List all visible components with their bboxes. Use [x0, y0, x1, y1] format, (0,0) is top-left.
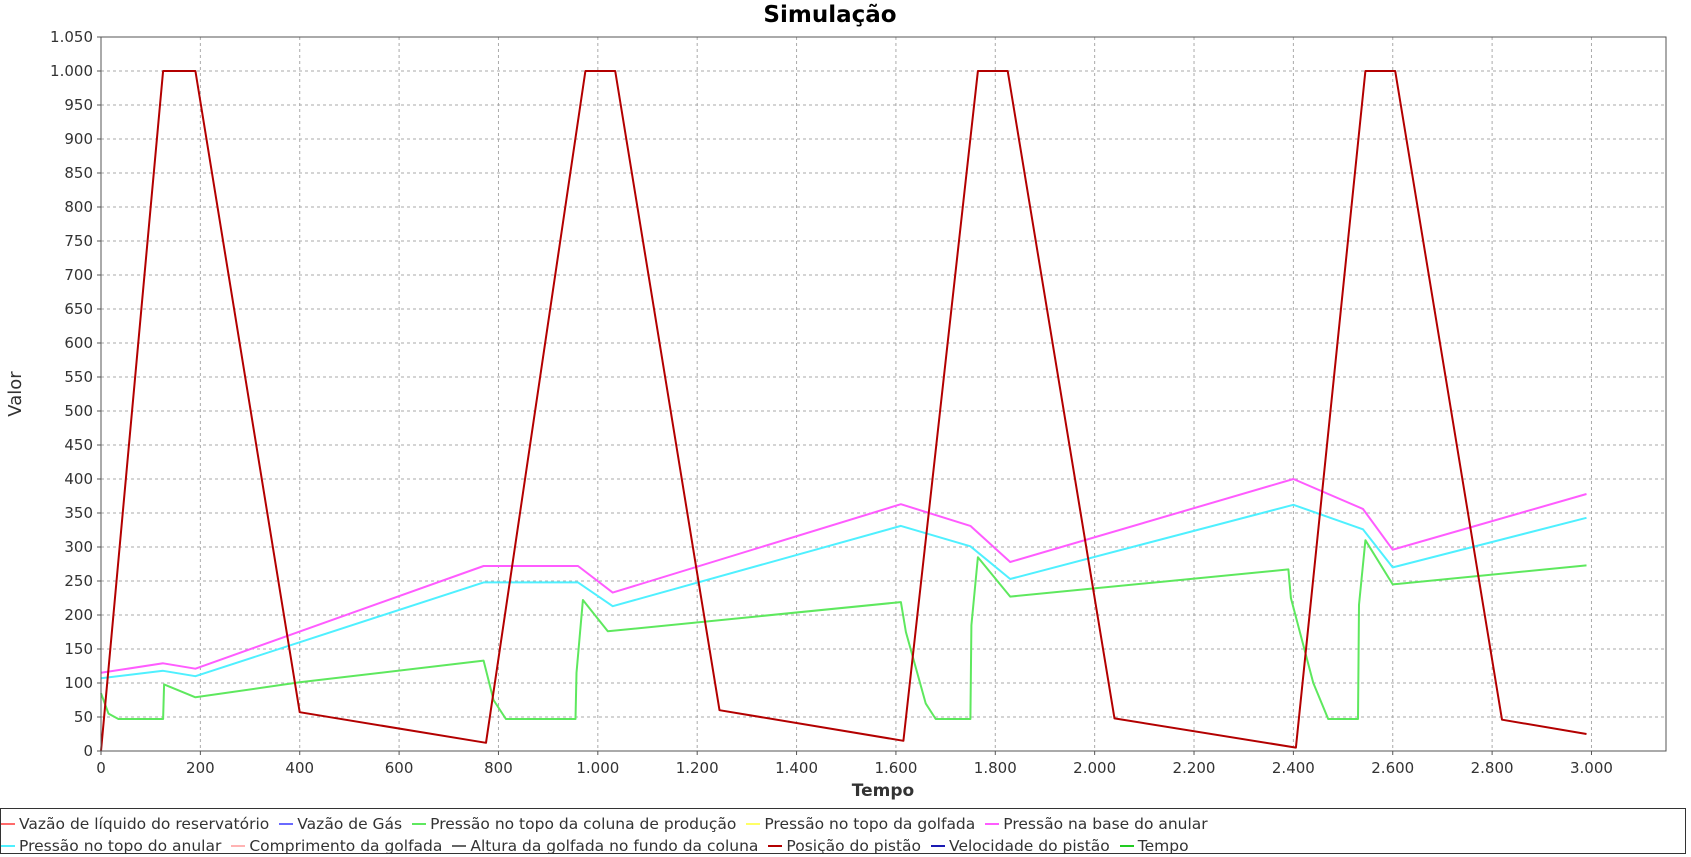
y-tick-label: 50: [74, 708, 93, 726]
x-tick-label: 200: [186, 759, 215, 777]
legend-item: Vazão de líquido do reservatório: [1, 814, 269, 835]
x-tick-label: 3.000: [1570, 759, 1613, 777]
legend-label: Comprimento da golfada: [249, 836, 443, 855]
series-line-posicao-do-pistao: [100, 70, 1587, 752]
line-chart: Simulação 0 200 400 600 800 1.000 1.200 1.400 1.…: [5, 2, 1667, 801]
legend-swatch: [746, 823, 761, 825]
legend-label: Pressão na base do anular: [1003, 814, 1208, 833]
x-tick-label: 2.000: [1073, 759, 1116, 777]
legend-item: Pressão no topo do anular: [1, 836, 221, 857]
y-tick-label: 350: [64, 504, 93, 522]
legend-label: Velocidade do pistão: [949, 836, 1110, 855]
chart-title: Simulação: [763, 2, 896, 28]
legend-swatch: [279, 823, 294, 825]
legend-item: Comprimento da golfada: [231, 836, 442, 857]
x-tick-label: 1.000: [576, 759, 619, 777]
plot-area: [100, 36, 1667, 752]
legend-swatch: [931, 845, 946, 847]
x-tick-label: 800: [484, 759, 513, 777]
legend-swatch: [412, 823, 427, 825]
y-tick-label: 700: [64, 266, 93, 284]
series-line-pressao-na-base-do-anular: [100, 478, 1587, 674]
x-tick-label: 0: [96, 759, 106, 777]
x-axis: 0 200 400 600 800 1.000 1.200 1.400 1.600 1.800 2.…: [96, 751, 1613, 777]
series-lines: [100, 70, 1587, 752]
legend-row: Vazão de líquido do reservatório Vazão de…: [1, 810, 1218, 833]
legend-item: Pressão no topo da golfada: [746, 814, 975, 835]
y-tick-label: 200: [64, 606, 93, 624]
legend-item: Pressão no topo da coluna de produção: [412, 814, 736, 835]
legend-swatch: [1, 823, 15, 825]
y-tick-label: 250: [64, 572, 93, 590]
legend-swatch: [768, 845, 783, 847]
legend-item: Pressão na base do anular: [985, 814, 1208, 835]
x-tick-label: 2.200: [1173, 759, 1216, 777]
legend-label: Posição do pistão: [786, 836, 922, 855]
y-tick-label: 550: [64, 368, 93, 386]
y-tick-label: 950: [64, 96, 93, 114]
legend-swatch: [1119, 845, 1134, 847]
legend-label: Altura da golfada no fundo da coluna: [470, 836, 759, 855]
legend-row: Pressão no topo do anular Comprimento da …: [1, 832, 1199, 855]
x-tick-label: 2.400: [1272, 759, 1315, 777]
series-line-pressao-no-topo-do-anular: [100, 503, 1587, 680]
y-tick-label: 750: [64, 232, 93, 250]
series-line-pressao-no-topo-da-coluna-de-producao: [100, 539, 1587, 720]
legend-swatch: [231, 845, 246, 847]
y-tick-label: 800: [64, 198, 93, 216]
legend-label: Pressão no topo da coluna de produção: [430, 814, 737, 833]
legend-swatch: [985, 823, 1000, 825]
y-tick-label: 0: [83, 742, 93, 760]
x-tick-label: 1.200: [676, 759, 719, 777]
y-tick-label: 600: [64, 334, 93, 352]
legend-item: Tempo: [1119, 836, 1189, 857]
x-tick-label: 2.600: [1371, 759, 1414, 777]
legend-label: Vazão de líquido do reservatório: [19, 814, 270, 833]
y-axis: 0 50 100 150 200 250 300 350 400 450 500 550 600 650 7…: [50, 28, 101, 760]
y-tick-label: 1.050: [50, 28, 93, 46]
y-tick-label: 100: [64, 674, 93, 692]
y-tick-label: 900: [64, 130, 93, 148]
legend: Vazão de líquido do reservatório Vazão de…: [0, 808, 1686, 855]
y-tick-label: 650: [64, 300, 93, 318]
y-tick-label: 150: [64, 640, 93, 658]
x-tick-label: 1.600: [874, 759, 917, 777]
y-tick-label: 300: [64, 538, 93, 556]
legend-item: Velocidade do pistão: [931, 836, 1110, 857]
grid: [100, 36, 1666, 752]
x-tick-label: 1.400: [775, 759, 818, 777]
legend-label: Tempo: [1137, 836, 1189, 855]
x-tick-label: 1.800: [974, 759, 1017, 777]
legend-label: Pressão no topo do anular: [19, 836, 222, 855]
x-tick-label: 400: [285, 759, 314, 777]
y-tick-label: 400: [64, 470, 93, 488]
y-tick-label: 450: [64, 436, 93, 454]
x-axis-label: Tempo: [852, 781, 914, 801]
y-axis-label: Valor: [5, 371, 26, 417]
y-tick-label: 850: [64, 164, 93, 182]
y-tick-label: 500: [64, 402, 93, 420]
legend-item: Altura da golfada no fundo da coluna: [452, 836, 758, 857]
legend-label: Vazão de Gás: [297, 814, 403, 833]
legend-swatch: [1, 845, 15, 847]
legend-label: Pressão no topo da golfada: [764, 814, 976, 833]
legend-swatch: [452, 845, 467, 847]
x-tick-label: 600: [385, 759, 414, 777]
legend-item: Vazão de Gás: [279, 814, 402, 835]
y-tick-label: 1.000: [50, 62, 93, 80]
x-tick-label: 2.800: [1471, 759, 1514, 777]
legend-item: Posição do pistão: [768, 836, 921, 857]
